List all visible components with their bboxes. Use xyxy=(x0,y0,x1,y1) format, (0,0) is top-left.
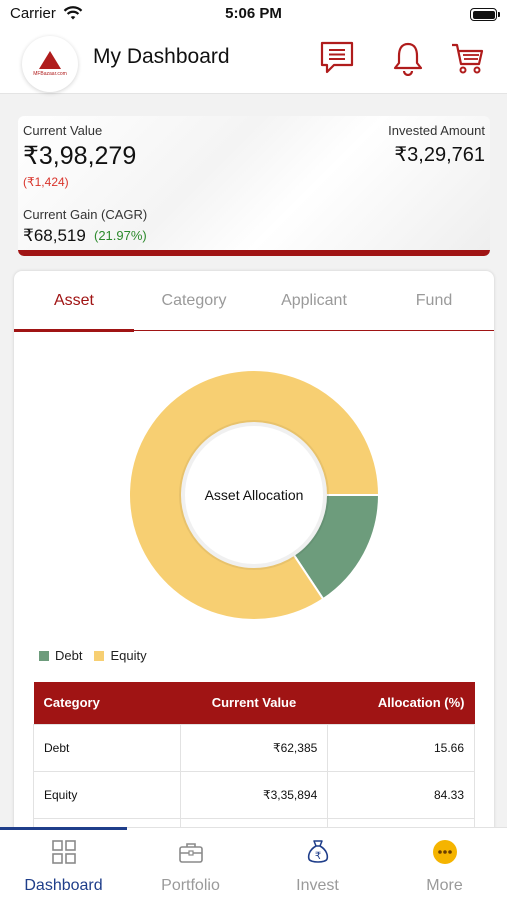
table-row: Debt ₹62,385 15.66 xyxy=(33,723,475,772)
current-value: ₹3,98,279 xyxy=(23,142,137,170)
tab-category[interactable]: Category xyxy=(161,292,227,309)
tabbar-label: More xyxy=(426,877,463,894)
invested-amount-value: ₹3,29,761 xyxy=(394,144,485,166)
brand-logo[interactable]: MFBazaar.com xyxy=(22,36,78,92)
app-header: MFBazaar.com My Dashboard xyxy=(0,28,507,94)
page-title: My Dashboard xyxy=(93,45,230,68)
cell-allocation: 15.66 xyxy=(327,723,475,772)
bell-icon[interactable] xyxy=(389,40,427,77)
chart-legend: Debt Equity xyxy=(39,648,159,663)
allocation-tabs: Asset Category Applicant Fund xyxy=(14,271,494,332)
tabbar-portfolio[interactable]: Portfolio xyxy=(127,828,254,900)
asset-allocation-donut[interactable] xyxy=(126,367,382,623)
gain-percent: (21.97%) xyxy=(94,228,147,243)
rupee-bag-icon: ₹ xyxy=(304,838,332,866)
invested-amount-label: Invested Amount xyxy=(388,123,485,138)
tabbar-invest[interactable]: ₹ Invest xyxy=(254,828,381,900)
cell-current-value: ₹62,385 xyxy=(179,723,329,772)
battery-icon xyxy=(470,8,500,21)
tabbar-label: Dashboard xyxy=(24,877,103,894)
allocation-card: Asset Category Applicant Fund Asset Allo… xyxy=(14,271,494,891)
briefcase-icon xyxy=(177,838,205,866)
active-tab-indicator xyxy=(0,827,127,830)
wifi-icon xyxy=(63,5,83,26)
dashboard-grid-icon xyxy=(50,838,78,866)
cell-current-value: ₹3,35,894 xyxy=(179,770,329,819)
cell-category: Equity xyxy=(33,770,181,819)
legend-swatch xyxy=(94,650,105,661)
tabbar-label: Portfolio xyxy=(161,877,220,894)
cell-allocation: 84.33 xyxy=(327,770,475,819)
legend-label: Equity xyxy=(110,648,147,663)
tab-applicant[interactable]: Applicant xyxy=(281,292,347,309)
logo-text: MFBazaar.com xyxy=(33,71,67,77)
legend-label: Debt xyxy=(55,648,83,663)
current-value-change: (₹1,424) xyxy=(23,175,69,189)
status-bar: Carrier 5:06 PM xyxy=(0,0,507,28)
chat-icon[interactable] xyxy=(318,40,356,76)
gain-value: ₹68,519 xyxy=(23,226,86,245)
portfolio-summary-card: Current Value ₹3,98,279 (₹1,424) Current… xyxy=(18,116,490,256)
legend-item-equity[interactable]: Equity xyxy=(94,648,147,663)
active-tab-indicator xyxy=(14,328,134,332)
column-header-allocation: Allocation (%) xyxy=(327,682,475,724)
tab-asset[interactable]: Asset xyxy=(53,292,94,309)
legend-item-debt[interactable]: Debt xyxy=(39,648,82,663)
clock: 5:06 PM xyxy=(225,5,282,22)
table-header-row: Category Current Value Allocation (%) xyxy=(33,682,475,724)
legend-swatch xyxy=(39,650,49,661)
tabbar-more[interactable]: More xyxy=(381,828,507,900)
svg-text:₹: ₹ xyxy=(314,851,320,862)
donut-inner-shadow xyxy=(179,420,329,570)
cart-icon[interactable] xyxy=(449,40,487,76)
column-header-category: Category xyxy=(33,682,181,724)
tabbar-dashboard[interactable]: Dashboard xyxy=(0,828,127,900)
more-dots-icon xyxy=(431,838,459,866)
gain-label: Current Gain (CAGR) xyxy=(23,207,148,222)
summary-accent-bar xyxy=(18,250,490,256)
cell-category: Debt xyxy=(33,723,181,772)
table-row: Equity ₹3,35,894 84.33 xyxy=(33,770,475,819)
tab-fund[interactable]: Fund xyxy=(415,292,453,309)
column-header-current-value: Current Value xyxy=(180,682,328,724)
carrier-label: Carrier xyxy=(10,5,56,22)
bottom-tab-bar: Dashboard Portfolio ₹ Invest xyxy=(0,827,507,900)
current-value-label: Current Value xyxy=(23,123,103,138)
tabbar-label: Invest xyxy=(296,877,339,894)
donut-slice-equity[interactable] xyxy=(128,369,381,621)
